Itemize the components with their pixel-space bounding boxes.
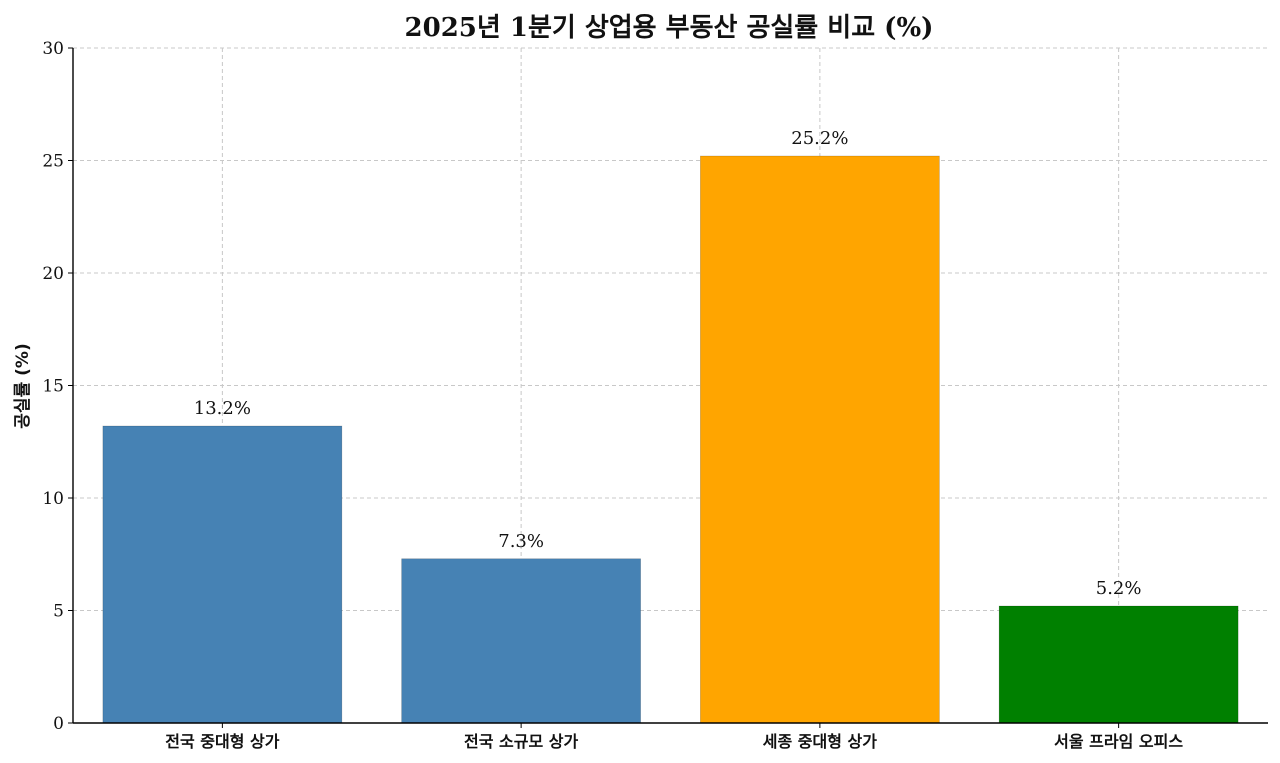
y-axis-label: 공실률 (%) — [13, 343, 33, 428]
bars — [102, 155, 1239, 724]
y-tick-label: 5 — [53, 602, 64, 622]
bar-value-label: 7.3% — [498, 531, 544, 552]
bar — [102, 425, 343, 724]
y-tick-label: 25 — [42, 152, 64, 172]
y-tick-label: 30 — [42, 39, 64, 59]
bar-value-label: 5.2% — [1096, 578, 1142, 599]
x-tick-label: 전국 소규모 상가 — [464, 732, 578, 751]
bar-value-label: 13.2% — [194, 398, 251, 419]
y-tick-label: 20 — [42, 264, 64, 284]
axes — [72, 48, 1268, 724]
bar — [401, 558, 641, 724]
bar-value-label: 25.2% — [791, 128, 848, 149]
bar — [998, 605, 1239, 724]
chart-title: 2025년 1분기 상업용 부동산 공실률 비교 (%) — [405, 13, 934, 43]
bar — [700, 155, 940, 724]
x-tick-label: 전국 중대형 상가 — [165, 732, 279, 751]
y-tick-label: 0 — [53, 714, 64, 734]
x-tick-label: 세종 중대형 상가 — [763, 732, 877, 751]
y-tick-label: 10 — [42, 489, 64, 509]
x-ticks: 전국 중대형 상가 전국 소규모 상가 세종 중대형 상가 서울 프라임 오피스 — [165, 723, 1183, 751]
x-tick-label: 서울 프라임 오피스 — [1054, 732, 1183, 751]
y-tick-label: 15 — [42, 377, 64, 397]
y-ticks: 0 5 10 15 20 25 30 — [42, 39, 73, 734]
data-labels: 13.2% 7.3% 25.2% 5.2% — [194, 128, 1142, 599]
